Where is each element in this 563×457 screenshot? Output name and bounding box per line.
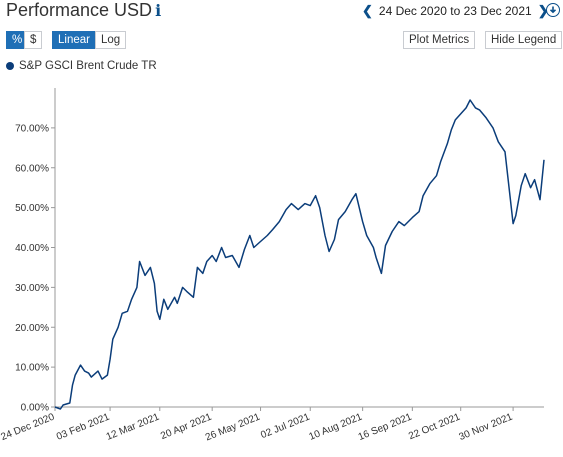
x-tick-label: 12 Mar 2021: [105, 411, 162, 442]
x-tick-label: 02 Jul 2021: [259, 411, 311, 441]
y-tick-label: 70.00%: [15, 123, 49, 134]
y-tick-label: 10.00%: [15, 363, 49, 374]
chevron-right-icon[interactable]: ❯: [537, 3, 549, 18]
info-icon[interactable]: i: [155, 1, 162, 20]
x-tick-label: 10 Aug 2021: [308, 411, 365, 442]
hide-legend-button[interactable]: Hide Legend: [485, 31, 563, 49]
linear-scale-button[interactable]: Linear: [52, 31, 96, 49]
x-tick-label: 26 May 2021: [204, 411, 262, 443]
y-tick-label: 0.00%: [21, 403, 49, 414]
series-line: [54, 99, 545, 410]
x-tick-label: 16 Sep 2021: [357, 411, 414, 443]
plot-metrics-button[interactable]: Plot Metrics: [403, 31, 476, 49]
date-range-label: 24 Dec 2020 to 23 Dec 2021: [378, 4, 532, 18]
x-tick-label: 24 Dec 2020: [0, 411, 57, 443]
y-tick-label: 60.00%: [15, 163, 49, 174]
page-title-text: Performance USD: [6, 0, 153, 20]
y-tick-label: 20.00%: [15, 323, 49, 334]
y-tick-label: 40.00%: [15, 243, 49, 254]
date-range-selector: ❮ 24 Dec 2020 to 23 Dec 2021 ❯: [362, 3, 549, 19]
page-title: Performance USD i: [6, 0, 161, 21]
y-tick-label: 50.00%: [15, 203, 49, 214]
x-tick-label: 22 Oct 2021: [407, 411, 462, 442]
download-icon[interactable]: [546, 3, 560, 17]
performance-chart[interactable]: 0.00% 10.00% 20.00% 30.00% 40.00% 50.00% 60.00…: [0, 80, 563, 457]
x-tick-label: 30 Nov 2021: [458, 411, 515, 443]
log-scale-button[interactable]: Log: [95, 31, 127, 49]
legend-series-label: S&P GSCI Brent Crude TR: [19, 60, 157, 72]
y-tick-label: 30.00%: [15, 283, 49, 294]
chart-legend[interactable]: S&P GSCI Brent Crude TR: [6, 60, 157, 72]
chevron-left-icon[interactable]: ❮: [362, 3, 373, 18]
x-tick-label: 03 Feb 2021: [55, 411, 112, 442]
legend-series-marker: [6, 62, 14, 70]
dollar-toggle-button[interactable]: $: [24, 31, 43, 49]
